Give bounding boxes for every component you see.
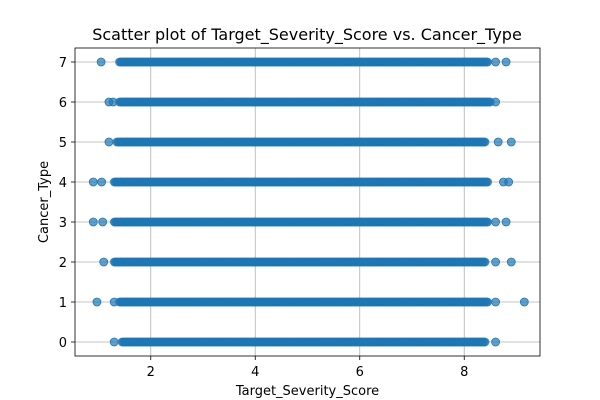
data-point [109, 297, 119, 307]
data-point [506, 137, 516, 147]
data-point [491, 257, 500, 267]
data-point [104, 137, 114, 147]
data-point [491, 57, 500, 67]
data-point [483, 297, 493, 307]
y-tick-label: 5 [59, 136, 67, 151]
data-point [501, 217, 511, 227]
data-point [491, 297, 500, 307]
data-point [88, 177, 98, 187]
x-tick-label: 2 [147, 365, 155, 380]
data-point [96, 57, 106, 67]
data-point [491, 337, 500, 347]
data-point [88, 217, 98, 227]
data-point [109, 337, 119, 347]
data-point [519, 297, 529, 307]
x-tick-label: 8 [460, 365, 468, 380]
y-tick-label: 2 [59, 256, 67, 271]
data-point [480, 337, 490, 347]
y-tick-label: 3 [59, 216, 67, 231]
data-point [99, 257, 109, 267]
data-point [98, 217, 108, 227]
y-tick-label: 6 [59, 96, 67, 111]
data-point [493, 137, 503, 147]
y-axis-ticks: 0 1 2 3 4 5 6 7 [59, 56, 75, 351]
data-point [483, 217, 493, 227]
data-point [92, 297, 102, 307]
y-tick-label: 7 [59, 56, 67, 71]
data-point [483, 57, 493, 67]
y-axis-label: Cancer_Type [37, 161, 52, 243]
data-point [506, 257, 516, 267]
data-point [480, 257, 490, 267]
x-tick-label: 4 [251, 365, 259, 380]
x-axis-ticks: 2 4 6 8 [147, 356, 468, 380]
y-tick-label: 1 [59, 296, 67, 311]
data-point [491, 97, 500, 107]
x-axis-label: Target_Severity_Score [235, 384, 379, 399]
data-point [504, 177, 514, 187]
grid-lines [75, 48, 540, 356]
y-tick-label: 0 [59, 336, 67, 351]
x-tick-label: 6 [356, 365, 364, 380]
data-point [480, 137, 490, 147]
data-points [88, 57, 529, 347]
data-point [491, 217, 500, 227]
data-point [483, 177, 493, 187]
plot-frame [74, 47, 541, 357]
data-point [501, 57, 511, 67]
data-point [108, 97, 118, 107]
y-tick-label: 4 [59, 176, 67, 191]
data-point [97, 177, 107, 187]
chart-title: Scatter plot of Target_Severity_Score vs… [92, 25, 522, 45]
